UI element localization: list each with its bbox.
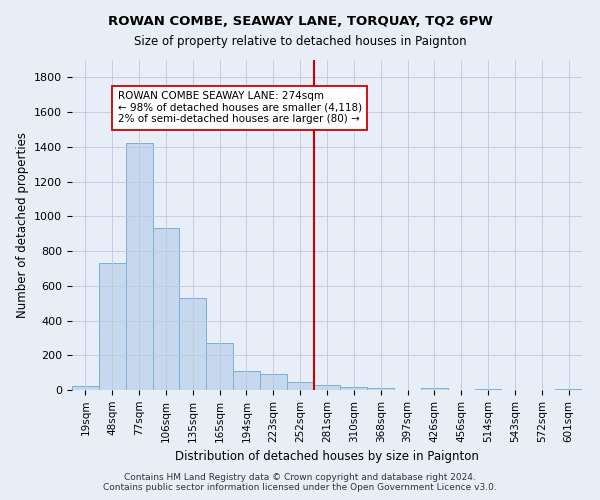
Text: Contains HM Land Registry data © Crown copyright and database right 2024.
Contai: Contains HM Land Registry data © Crown c… bbox=[103, 473, 497, 492]
Y-axis label: Number of detached properties: Number of detached properties bbox=[16, 132, 29, 318]
Text: ROWAN COMBE SEAWAY LANE: 274sqm
← 98% of detached houses are smaller (4,118)
2% : ROWAN COMBE SEAWAY LANE: 274sqm ← 98% of… bbox=[118, 92, 362, 124]
Bar bbox=[340, 386, 367, 390]
Bar bbox=[314, 385, 340, 390]
Bar bbox=[206, 343, 233, 390]
Bar bbox=[475, 388, 502, 390]
Bar bbox=[367, 388, 394, 390]
Bar bbox=[287, 382, 314, 390]
Bar bbox=[152, 228, 179, 390]
Bar bbox=[555, 388, 582, 390]
Bar bbox=[260, 374, 287, 390]
Bar bbox=[125, 144, 152, 390]
X-axis label: Distribution of detached houses by size in Paignton: Distribution of detached houses by size … bbox=[175, 450, 479, 463]
Text: ROWAN COMBE, SEAWAY LANE, TORQUAY, TQ2 6PW: ROWAN COMBE, SEAWAY LANE, TORQUAY, TQ2 6… bbox=[107, 15, 493, 28]
Text: Size of property relative to detached houses in Paignton: Size of property relative to detached ho… bbox=[134, 35, 466, 48]
Bar bbox=[421, 388, 448, 390]
Bar bbox=[99, 263, 125, 390]
Bar bbox=[179, 298, 206, 390]
Bar bbox=[233, 371, 260, 390]
Bar bbox=[72, 386, 99, 390]
